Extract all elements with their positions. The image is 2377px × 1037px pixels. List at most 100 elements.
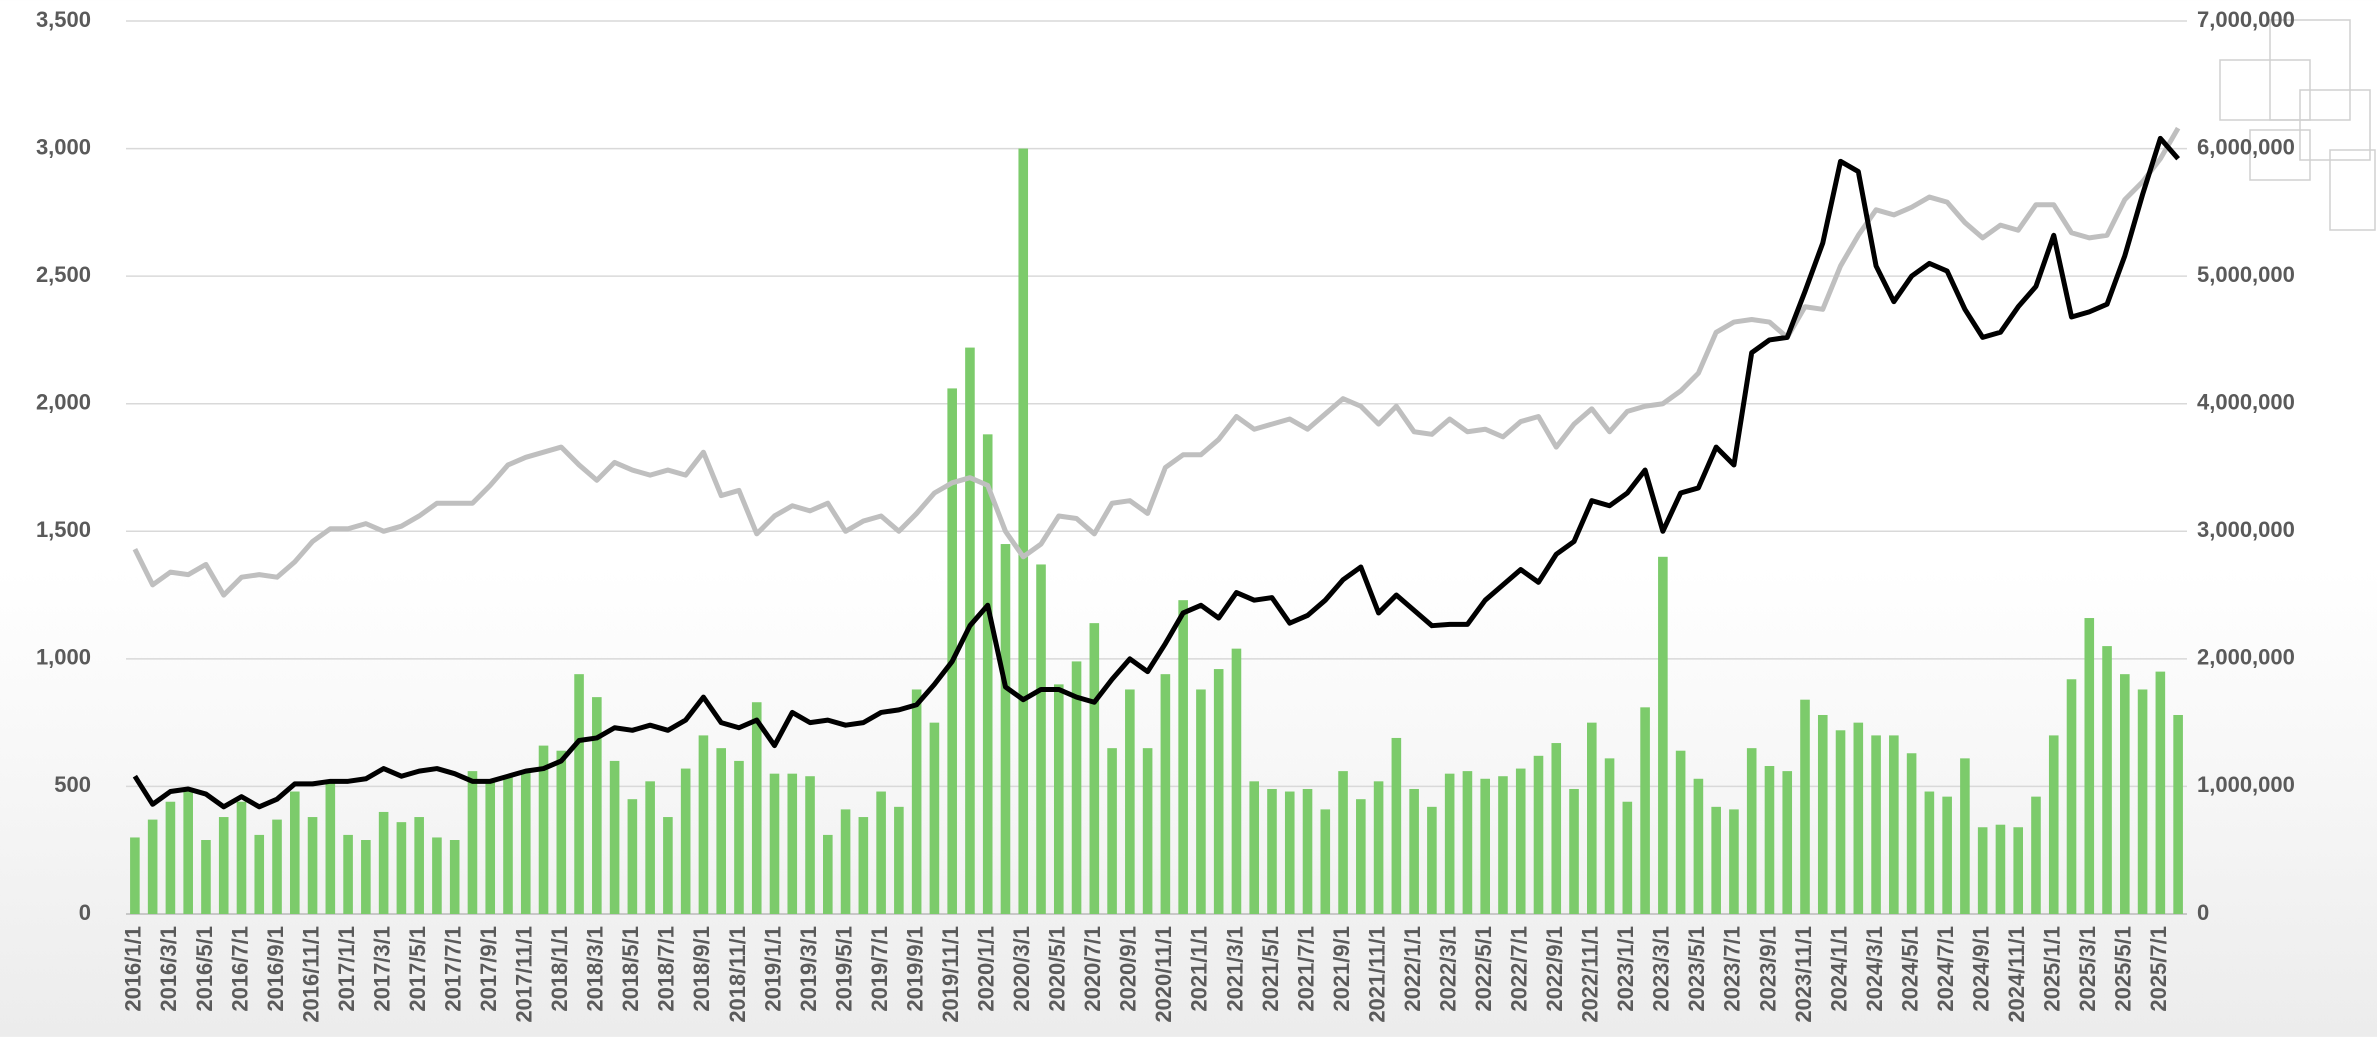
x-tick-label: 2018/1/1 (547, 926, 572, 1012)
bar (1089, 623, 1100, 914)
bar (911, 689, 922, 914)
x-tick-label: 2016/1/1 (121, 926, 146, 1012)
bar (183, 791, 193, 914)
bar (805, 776, 815, 914)
bar (1462, 771, 1473, 914)
bar (272, 819, 282, 914)
bar (645, 781, 655, 914)
bar (1249, 781, 1260, 914)
y-tick-label: 1,000 (36, 645, 91, 670)
bar (1906, 753, 1917, 914)
x-tick-label: 2020/7/1 (1080, 926, 1105, 1012)
bar (1551, 743, 1562, 914)
x-tick-label: 2024/7/1 (1933, 926, 1958, 1012)
bar (1213, 669, 1224, 914)
bar (1587, 722, 1597, 914)
bar (520, 771, 531, 914)
x-tick-label: 2022/9/1 (1542, 926, 1567, 1012)
bar (840, 809, 851, 914)
bar (1693, 778, 1704, 914)
x-tick-label: 2025/3/1 (2075, 926, 2100, 1012)
bar (2155, 671, 2166, 914)
y-tick-label: 0 (79, 900, 91, 925)
y2-tick-label: 5,000,000 (2197, 262, 2295, 287)
y-tick-label: 500 (54, 772, 91, 797)
bar (1498, 776, 1508, 914)
x-tick-label: 2020/3/1 (1009, 926, 1034, 1012)
bar (1480, 778, 1490, 914)
bar (1960, 758, 1970, 914)
bar (894, 806, 904, 914)
y2-tick-label: 6,000,000 (2197, 134, 2295, 159)
bar (414, 817, 424, 914)
bar (2084, 618, 2095, 914)
bar (1142, 748, 1153, 914)
x-tick-label: 2017/1/1 (334, 926, 359, 1012)
x-tick-label: 2023/5/1 (1684, 926, 1709, 1012)
bar (680, 768, 691, 914)
x-tick-label: 2023/1/1 (1613, 926, 1638, 1012)
bar (769, 773, 780, 914)
bar (574, 674, 584, 914)
x-tick-label: 2025/1/1 (2040, 926, 2065, 1012)
bar (218, 817, 229, 914)
bar (1942, 796, 1952, 914)
bar (716, 748, 726, 914)
bar (1871, 735, 1881, 914)
x-tick-label: 2016/3/1 (156, 926, 181, 1012)
bar (343, 834, 353, 914)
bar (1000, 544, 1011, 914)
bar (1338, 771, 1348, 914)
bar (1800, 699, 1810, 914)
bar (982, 434, 993, 914)
y-tick-label: 2,000 (36, 390, 91, 415)
bar (485, 781, 496, 914)
bar (1302, 788, 1313, 914)
bar (307, 817, 318, 914)
bar (1409, 788, 1419, 914)
bar (947, 388, 957, 914)
x-tick-label: 2020/1/1 (974, 926, 999, 1012)
x-tick-label: 2024/3/1 (1862, 926, 1887, 1012)
bar (1391, 737, 1402, 914)
bar (1569, 788, 1579, 914)
x-tick-label: 2019/1/1 (760, 926, 785, 1012)
bar (698, 735, 709, 914)
bar (1178, 600, 1188, 914)
bar (1622, 801, 1633, 914)
bar (876, 791, 886, 914)
x-tick-label: 2018/3/1 (583, 926, 608, 1012)
bar (627, 799, 638, 914)
x-tick-label: 2018/11/1 (725, 926, 750, 1023)
x-tick-label: 2018/5/1 (618, 926, 643, 1012)
x-tick-label: 2019/9/1 (902, 926, 927, 1012)
bar (734, 760, 744, 914)
line (132, 135, 2181, 810)
bar (1125, 689, 1135, 914)
x-tick-label: 2019/3/1 (796, 926, 821, 1012)
bar (432, 837, 442, 914)
bar (1675, 750, 1686, 914)
bar (396, 822, 407, 914)
bar (1995, 824, 2006, 914)
bar (1444, 773, 1455, 914)
bar (538, 745, 549, 914)
bar (2048, 735, 2059, 914)
bar (1196, 689, 1206, 914)
bar (2137, 689, 2148, 914)
bar (1640, 707, 1650, 914)
y2-tick-label: 1,000,000 (2197, 772, 2295, 797)
bar (1284, 791, 1295, 914)
bar (165, 801, 176, 914)
x-tick-label: 2021/11/1 (1364, 926, 1389, 1023)
bar (592, 697, 602, 914)
x-tick-label: 2016/11/1 (298, 926, 323, 1023)
x-tick-label: 2024/5/1 (1897, 926, 1922, 1012)
x-tick-label: 2022/1/1 (1400, 926, 1425, 1012)
x-tick-label: 2020/9/1 (1116, 926, 1141, 1012)
bar (1764, 766, 1775, 914)
bar (147, 819, 158, 914)
bar (1356, 799, 1366, 914)
x-tick-label: 2019/7/1 (867, 926, 892, 1012)
